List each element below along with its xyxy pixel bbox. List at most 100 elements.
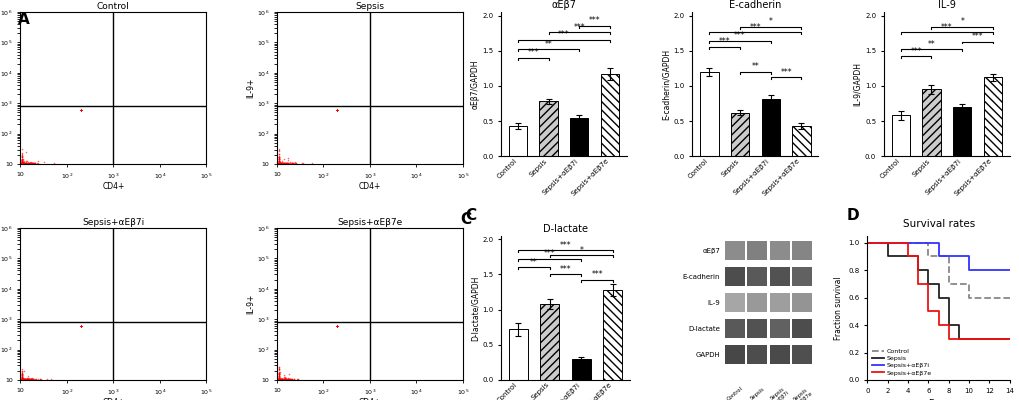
Point bbox=[270, 376, 286, 382]
Sepsis+αEβ7e bbox=[921, 281, 933, 286]
Point bbox=[270, 160, 286, 166]
Point bbox=[14, 160, 31, 166]
Point bbox=[14, 376, 31, 382]
Point bbox=[329, 107, 345, 113]
Point bbox=[14, 160, 31, 166]
Point bbox=[287, 160, 304, 166]
Point bbox=[14, 160, 31, 166]
Point bbox=[270, 160, 286, 166]
Point bbox=[270, 160, 286, 166]
Point bbox=[329, 323, 345, 329]
Point bbox=[329, 323, 345, 329]
Sepsis+αEβ7i bbox=[911, 240, 923, 245]
Point bbox=[329, 323, 345, 329]
Point bbox=[270, 160, 286, 166]
Point bbox=[270, 160, 286, 166]
Point bbox=[329, 107, 345, 113]
Point bbox=[14, 376, 31, 382]
Point bbox=[14, 160, 31, 166]
Point bbox=[270, 160, 286, 166]
Point bbox=[270, 376, 286, 382]
Point bbox=[14, 376, 31, 382]
Point bbox=[270, 160, 286, 166]
Point bbox=[329, 107, 345, 113]
Point bbox=[14, 160, 31, 166]
Point bbox=[14, 376, 31, 382]
Point bbox=[14, 376, 31, 382]
Point bbox=[14, 376, 31, 382]
Point bbox=[270, 160, 286, 166]
Point bbox=[14, 376, 31, 382]
Point bbox=[14, 376, 31, 382]
Point bbox=[23, 160, 40, 166]
Point bbox=[270, 160, 286, 166]
Point bbox=[329, 323, 345, 329]
Sepsis bbox=[860, 240, 872, 245]
Point bbox=[14, 160, 31, 166]
Point bbox=[270, 160, 286, 166]
Point bbox=[270, 376, 286, 382]
Point bbox=[14, 376, 31, 382]
Point bbox=[329, 107, 345, 113]
Point bbox=[16, 376, 33, 382]
Point bbox=[14, 160, 31, 166]
Point bbox=[14, 160, 31, 166]
Point bbox=[270, 160, 286, 166]
Point bbox=[14, 368, 31, 375]
Point bbox=[270, 376, 286, 382]
Point bbox=[14, 376, 31, 382]
Point bbox=[274, 160, 290, 166]
Point bbox=[277, 376, 293, 382]
Point bbox=[14, 160, 31, 166]
Point bbox=[14, 376, 31, 382]
Point bbox=[14, 160, 31, 166]
Point bbox=[21, 160, 38, 166]
Point bbox=[270, 160, 286, 166]
Point bbox=[14, 160, 31, 166]
Point bbox=[270, 160, 286, 166]
Sepsis+αEβ7i bbox=[982, 268, 995, 272]
Point bbox=[270, 376, 286, 382]
Bar bbox=[952, 107, 970, 156]
Point bbox=[270, 376, 286, 382]
Point bbox=[270, 376, 286, 382]
Point bbox=[270, 376, 286, 382]
Point bbox=[15, 155, 32, 162]
Point bbox=[14, 376, 31, 382]
Point bbox=[276, 376, 292, 382]
Point bbox=[14, 160, 31, 166]
Point bbox=[270, 376, 286, 382]
Point bbox=[14, 376, 31, 382]
Point bbox=[270, 376, 286, 382]
Point bbox=[22, 376, 39, 382]
Point bbox=[270, 160, 286, 166]
Point bbox=[329, 107, 345, 113]
Point bbox=[270, 160, 286, 166]
Point bbox=[14, 160, 31, 166]
Point bbox=[270, 376, 286, 382]
Point bbox=[329, 107, 345, 113]
Point bbox=[14, 160, 31, 166]
Point bbox=[14, 376, 31, 382]
Point bbox=[270, 376, 286, 382]
Point bbox=[14, 160, 31, 166]
Point bbox=[14, 376, 31, 382]
Point bbox=[14, 376, 31, 382]
Point bbox=[14, 372, 31, 379]
Point bbox=[329, 107, 345, 113]
Point bbox=[270, 376, 286, 382]
Point bbox=[270, 376, 286, 382]
Point bbox=[329, 107, 345, 113]
Point bbox=[270, 376, 286, 382]
Point bbox=[14, 160, 31, 166]
Point bbox=[17, 376, 34, 382]
Point bbox=[14, 160, 31, 166]
Point bbox=[14, 160, 31, 166]
Point bbox=[274, 376, 290, 382]
Point bbox=[14, 160, 31, 166]
Point bbox=[270, 160, 286, 166]
Point bbox=[14, 376, 31, 382]
Point bbox=[14, 376, 31, 382]
Point bbox=[329, 323, 345, 329]
Point bbox=[20, 376, 37, 382]
